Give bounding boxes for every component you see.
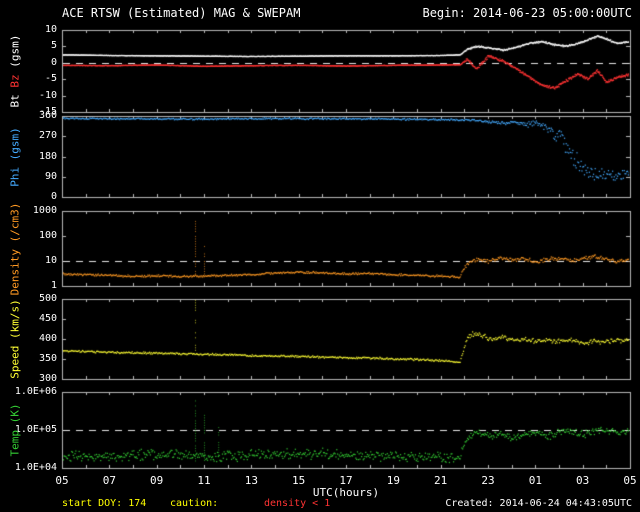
y-tick-label-phi: 90: [44, 170, 57, 182]
y-axis-label-density: Density (/cm3): [9, 202, 22, 295]
y-tick-label-mag: 0: [50, 56, 57, 68]
x-tick-label: 23: [481, 474, 495, 487]
begin-timestamp: Begin: 2014-06-23 05:00:00UTC: [422, 6, 632, 20]
x-tick-label: 03: [576, 474, 590, 487]
x-tick-label: 09: [150, 474, 164, 487]
y-tick-label-mag: -5: [44, 73, 57, 85]
y-tick-label-phi: 180: [38, 150, 57, 162]
chart-title: ACE RTSW (Estimated) MAG & SWEPAM: [62, 6, 301, 20]
y-tick-label-phi: 360: [38, 110, 57, 121]
y-axis-label-speed: Speed (km/s): [9, 299, 22, 378]
y-axis-label-part: Bt: [8, 94, 22, 108]
y-tick-label-temp: 1.0E+05: [14, 424, 57, 435]
y-tick-label-phi: 270: [38, 130, 57, 142]
y-tick-label-density: 10: [44, 255, 57, 266]
x-tick-label: 05: [55, 474, 69, 487]
x-tick-label: 17: [339, 474, 353, 487]
y-axis-label-part: Density (/cm3): [8, 202, 22, 295]
y-tick-label-mag: -10: [38, 89, 57, 101]
y-axis-label-temp: Temp (K): [9, 404, 22, 457]
y-tick-label-phi: 0: [50, 191, 57, 202]
y-tick-label-density: 100: [38, 230, 57, 241]
y-axis-label-part: Temp (K): [8, 403, 22, 457]
x-tick-label: 15: [292, 474, 306, 487]
y-tick-label-speed: 400: [38, 333, 57, 344]
caution-label: caution:: [170, 498, 219, 509]
start-doy-label: start DOY: 174: [62, 498, 147, 509]
y-tick-label-temp: 1.0E+04: [14, 462, 57, 473]
x-tick-label: 19: [386, 474, 400, 487]
created-timestamp: Created: 2014-06-24 04:43:05UTC: [445, 498, 632, 509]
y-axis-label-part: (gsm): [8, 34, 22, 75]
y-tick-label-speed: 300: [38, 373, 57, 384]
y-tick-label-speed: 350: [38, 353, 57, 364]
y-tick-label-density: 1: [50, 280, 57, 291]
x-tick-label: 01: [528, 474, 542, 487]
y-tick-label-mag: 10: [44, 24, 57, 35]
x-tick-label: 21: [434, 474, 448, 487]
y-axis-label-mag: Bt Bz (gsm): [9, 35, 22, 108]
y-tick-label-speed: 450: [38, 313, 57, 324]
x-axis-label: UTC(hours): [312, 486, 380, 499]
y-tick-label-temp: 1.0E+06: [14, 386, 57, 397]
y-axis-label-phi: Phi (gsm): [9, 127, 22, 187]
y-tick-label-mag: -15: [38, 106, 57, 117]
caution-value: density < 1: [264, 498, 331, 509]
x-tick-label: 11: [197, 474, 211, 487]
y-tick-label-speed: 500: [38, 293, 57, 304]
x-tick-label: 07: [102, 474, 116, 487]
y-axis-label-part: Speed (km/s): [8, 299, 22, 379]
y-tick-label-density: 1000: [32, 205, 57, 216]
x-tick-label: 05: [623, 474, 637, 487]
x-tick-label: 13: [244, 474, 258, 487]
y-axis-label-part: Bz: [8, 74, 22, 95]
y-tick-label-mag: 5: [50, 40, 57, 52]
y-axis-label-part: Phi (gsm): [8, 126, 22, 187]
